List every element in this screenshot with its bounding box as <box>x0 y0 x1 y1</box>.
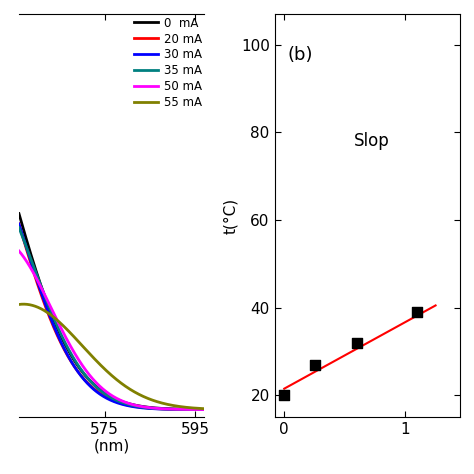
20 mA <box>162 406 168 412</box>
Text: Slop: Slop <box>354 132 389 150</box>
Line: 35 mA: 35 mA <box>19 228 204 410</box>
20 mA <box>106 396 112 401</box>
Line: 50 mA: 50 mA <box>19 251 204 410</box>
50 mA <box>201 407 207 412</box>
55 mA <box>162 401 168 407</box>
35 mA <box>101 391 107 396</box>
Line: 30 mA: 30 mA <box>19 224 204 410</box>
30 mA <box>16 221 22 227</box>
55 mA <box>106 370 112 376</box>
35 mA <box>26 249 31 255</box>
35 mA <box>16 225 22 230</box>
0  mA <box>26 243 31 249</box>
30 mA <box>196 407 201 412</box>
35 mA <box>201 407 207 412</box>
50 mA <box>196 407 201 412</box>
35 mA <box>106 393 112 399</box>
0  mA <box>106 393 112 399</box>
30 mA <box>196 407 201 412</box>
Line: 0  mA: 0 mA <box>19 214 204 410</box>
0  mA <box>16 211 22 217</box>
55 mA <box>26 301 31 307</box>
50 mA <box>16 248 22 254</box>
30 mA <box>201 407 207 412</box>
0  mA <box>196 407 201 412</box>
35 mA <box>162 406 168 412</box>
0  mA <box>162 406 168 411</box>
Point <box>414 308 421 316</box>
50 mA <box>106 391 112 397</box>
Line: 20 mA: 20 mA <box>19 224 204 410</box>
30 mA <box>101 394 107 400</box>
20 mA <box>16 221 22 227</box>
Line: 55 mA: 55 mA <box>19 304 204 409</box>
55 mA <box>16 301 22 307</box>
35 mA <box>196 407 201 412</box>
Point <box>281 392 288 399</box>
Legend: 0  mA, 20 mA, 30 mA, 35 mA, 50 mA, 55 mA: 0 mA, 20 mA, 30 mA, 35 mA, 50 mA, 55 mA <box>134 17 202 109</box>
55 mA <box>196 406 201 411</box>
0  mA <box>101 390 107 395</box>
55 mA <box>196 406 202 411</box>
55 mA <box>21 301 27 307</box>
20 mA <box>201 407 207 412</box>
55 mA <box>201 406 207 411</box>
X-axis label: (nm): (nm) <box>93 438 130 453</box>
Text: (b): (b) <box>288 46 313 64</box>
0  mA <box>196 407 201 412</box>
50 mA <box>101 387 107 393</box>
50 mA <box>162 406 168 412</box>
20 mA <box>196 407 201 412</box>
35 mA <box>196 407 201 412</box>
30 mA <box>162 406 168 412</box>
Y-axis label: t(°C): t(°C) <box>223 198 238 234</box>
20 mA <box>101 393 107 399</box>
50 mA <box>26 261 31 267</box>
Point <box>353 339 361 346</box>
55 mA <box>101 366 107 372</box>
Point <box>311 361 319 368</box>
30 mA <box>106 397 112 402</box>
20 mA <box>26 253 31 258</box>
50 mA <box>196 407 201 412</box>
30 mA <box>26 251 31 257</box>
0  mA <box>201 407 207 412</box>
20 mA <box>196 407 201 412</box>
